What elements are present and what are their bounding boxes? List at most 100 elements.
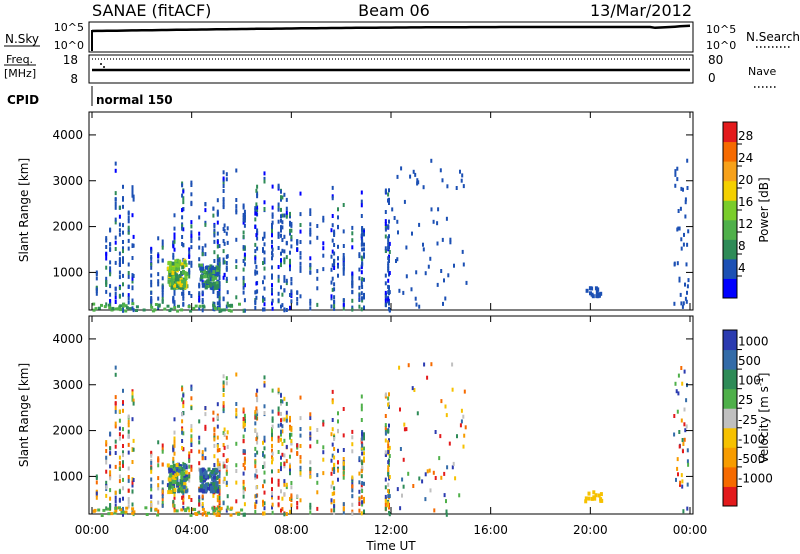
range-cell (198, 306, 201, 311)
range-cell (118, 490, 121, 495)
range-cell (124, 309, 128, 313)
range-cell (176, 309, 180, 313)
range-cell (289, 222, 291, 227)
range-cell (118, 479, 121, 484)
range-cell (363, 254, 365, 259)
range-cell (215, 285, 219, 290)
range-cell (243, 449, 246, 454)
range-cell (387, 402, 390, 407)
range-cell (242, 203, 245, 208)
range-cell (280, 418, 282, 423)
range-cell (254, 290, 257, 295)
range-cell (271, 491, 273, 496)
range-cell (216, 462, 219, 467)
range-cell (182, 464, 186, 469)
range-cell (218, 499, 221, 504)
x-tick-label: 20:00 (573, 523, 608, 537)
range-cell (262, 502, 264, 507)
range-cell (263, 200, 266, 205)
range-cell (384, 502, 387, 507)
range-cell (331, 491, 334, 496)
range-cell (131, 256, 134, 260)
range-cell (131, 448, 134, 452)
range-cell (330, 508, 333, 513)
range-cell (254, 269, 257, 274)
range-cell (363, 232, 365, 237)
range-cell (296, 301, 299, 306)
range-cell (188, 451, 191, 456)
range-cell (181, 495, 184, 500)
range-cell (171, 266, 175, 271)
range-cell (168, 269, 171, 274)
range-cell (161, 258, 164, 263)
range-cell (181, 215, 184, 220)
range-cell (337, 460, 339, 465)
range-cell (181, 282, 185, 287)
range-cell (281, 195, 284, 200)
range-cell (154, 507, 158, 511)
range-cell (309, 208, 312, 213)
freq-tick-low: 8 (70, 72, 78, 86)
range-cell (449, 237, 452, 242)
range-cell (283, 249, 286, 254)
colorbar-tick-label: 12 (738, 217, 753, 231)
range-cell (587, 496, 591, 501)
range-cell (283, 213, 286, 218)
x-tick-label: 08:00 (274, 523, 309, 537)
range-cell (194, 304, 198, 308)
range-cell (440, 475, 443, 480)
range-cell (235, 408, 238, 413)
range-cell (131, 244, 134, 248)
range-cell (242, 479, 245, 484)
range-cell (277, 450, 280, 454)
range-cell (122, 249, 124, 254)
range-cell (333, 266, 336, 270)
range-cell (127, 475, 130, 479)
colorbar-tick-label: -25 (738, 413, 758, 427)
range-cell (254, 509, 257, 514)
range-cell (109, 503, 112, 507)
range-cell (594, 493, 598, 498)
range-cell (127, 300, 130, 305)
range-cell (182, 500, 185, 505)
range-cell (351, 435, 354, 440)
range-cell (290, 235, 293, 239)
colorbar-tick-label: 16 (738, 195, 753, 209)
range-cell (223, 477, 226, 481)
colorbar-segment (723, 349, 737, 370)
range-cell (235, 198, 238, 202)
range-cell (254, 410, 257, 415)
range-cell (114, 205, 117, 210)
range-cell (127, 488, 130, 493)
range-cell (200, 275, 203, 280)
range-cell (235, 276, 238, 281)
range-cell (280, 399, 282, 404)
range-cell (440, 269, 443, 273)
range-cell (243, 283, 246, 288)
range-cell (387, 447, 390, 452)
range-cell (289, 435, 291, 440)
range-cell (360, 394, 363, 399)
range-cell (188, 472, 191, 477)
range-cell (222, 297, 225, 302)
range-cell (131, 298, 134, 303)
colorbar-segment (723, 369, 737, 390)
range-cell (296, 445, 299, 450)
range-cell (256, 432, 259, 437)
range-cell (97, 508, 101, 512)
range-cell (296, 494, 299, 499)
range-cell (180, 486, 183, 491)
range-cell (118, 497, 121, 502)
range-cell (342, 470, 345, 475)
range-cell (135, 309, 138, 312)
range-cell (263, 454, 266, 459)
range-cell (118, 251, 121, 256)
range-cell (212, 303, 216, 307)
range-cell (461, 249, 464, 254)
range-cell (182, 262, 185, 267)
range-cell (185, 271, 189, 276)
range-cell (211, 476, 215, 481)
range-cell (283, 462, 286, 467)
colorbar-segment (723, 408, 737, 429)
range-cell (360, 483, 363, 488)
